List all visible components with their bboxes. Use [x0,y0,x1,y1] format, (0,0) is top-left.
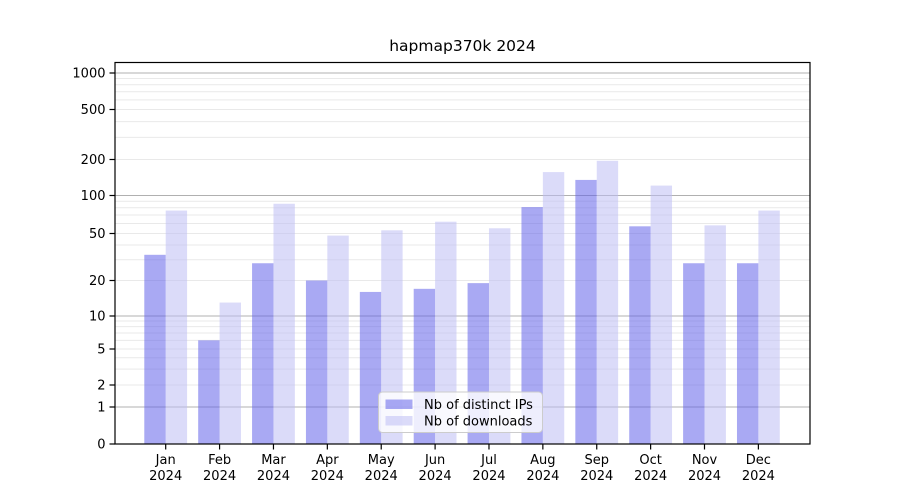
bar-downloads-jul [488,228,511,444]
legend-swatch-distinct-ips [385,399,413,409]
y-tick-label-20: 20 [89,274,106,289]
x-tick-label-year-mar: 2024 [257,469,290,484]
y-tick-label-2: 2 [97,379,105,394]
y-tick-label-1: 1 [97,401,105,416]
x-tick-label-jun: Jun [424,453,445,468]
legend-box [378,391,543,433]
plot-frame [114,61,811,445]
bar-downloads-nov [704,225,726,444]
x-tick-label-oct: Oct [639,453,661,468]
bar-downloads-aug [542,172,565,444]
x-tick-label-year-aug: 2024 [526,469,559,484]
x-tick-label-dec: Dec [746,453,771,468]
x-tick-label-feb: Feb [208,453,231,468]
bar-distinct-ips-sep [575,179,597,445]
x-tick-label-year-may: 2024 [365,469,398,484]
y-tick-label-5: 5 [97,343,105,358]
x-tick-label-year-oct: 2024 [634,469,667,484]
bar-downloads-mar [273,203,295,444]
bar-distinct-ips-nov [683,263,705,444]
x-tick-label-year-apr: 2024 [311,469,344,484]
x-tick-label-jan: Jan [155,453,176,468]
x-tick-label-apr: Apr [316,453,339,468]
x-tick-label-year-jul: 2024 [472,469,505,484]
y-tick-label-50: 50 [89,227,106,242]
bar-distinct-ips-oct [629,226,651,444]
x-tick-label-year-dec: 2024 [742,469,775,484]
y-tick-label-200: 200 [81,153,106,168]
x-tick-label-year-jun: 2024 [419,469,452,484]
axis-ticks: 01251020501002005001000Jan2024Feb2024Mar… [72,67,775,484]
bar-distinct-ips-dec [736,263,759,444]
bar-distinct-ips-jan [144,254,166,444]
x-tick-label-may: May [368,453,395,468]
y-tick-label-10: 10 [89,310,106,325]
bar-downloads-may [381,230,403,444]
bar-downloads-jan [165,210,188,444]
bar-distinct-ips-mar [252,263,274,444]
x-tick-label-year-jan: 2024 [149,469,182,484]
bar-downloads-dec [758,210,780,444]
x-tick-label-aug: Aug [530,453,555,468]
bar-distinct-ips-apr [305,280,328,444]
bar-downloads-jun [435,221,457,444]
bar-downloads-apr [327,235,349,444]
x-tick-label-mar: Mar [261,453,286,468]
x-tick-label-jul: Jul [480,453,497,468]
legend-label-distinct-ips: Nb of distinct IPs [424,398,533,413]
y-tick-label-0: 0 [97,438,105,453]
y-tick-label-100: 100 [81,189,106,204]
x-tick-label-year-feb: 2024 [203,469,236,484]
legend-swatch-downloads [385,416,413,426]
x-tick-label-year-sep: 2024 [580,469,613,484]
x-tick-label-sep: Sep [584,453,609,468]
bar-distinct-ips-aug [521,207,543,444]
chart-title: hapmap370k 2024 [389,37,536,55]
bar-distinct-ips-may [359,291,382,444]
x-tick-label-nov: Nov [692,453,718,468]
bar-distinct-ips-feb [198,340,220,444]
bar-downloads-oct [650,185,673,445]
legend: Nb of distinct IPs Nb of downloads [378,391,543,433]
bar-downloads-sep [596,160,619,444]
x-tick-label-year-nov: 2024 [688,469,721,484]
bar-downloads-feb [219,302,241,444]
legend-label-downloads: Nb of downloads [424,414,533,429]
y-tick-label-1000: 1000 [72,67,105,82]
y-tick-label-500: 500 [81,103,106,118]
